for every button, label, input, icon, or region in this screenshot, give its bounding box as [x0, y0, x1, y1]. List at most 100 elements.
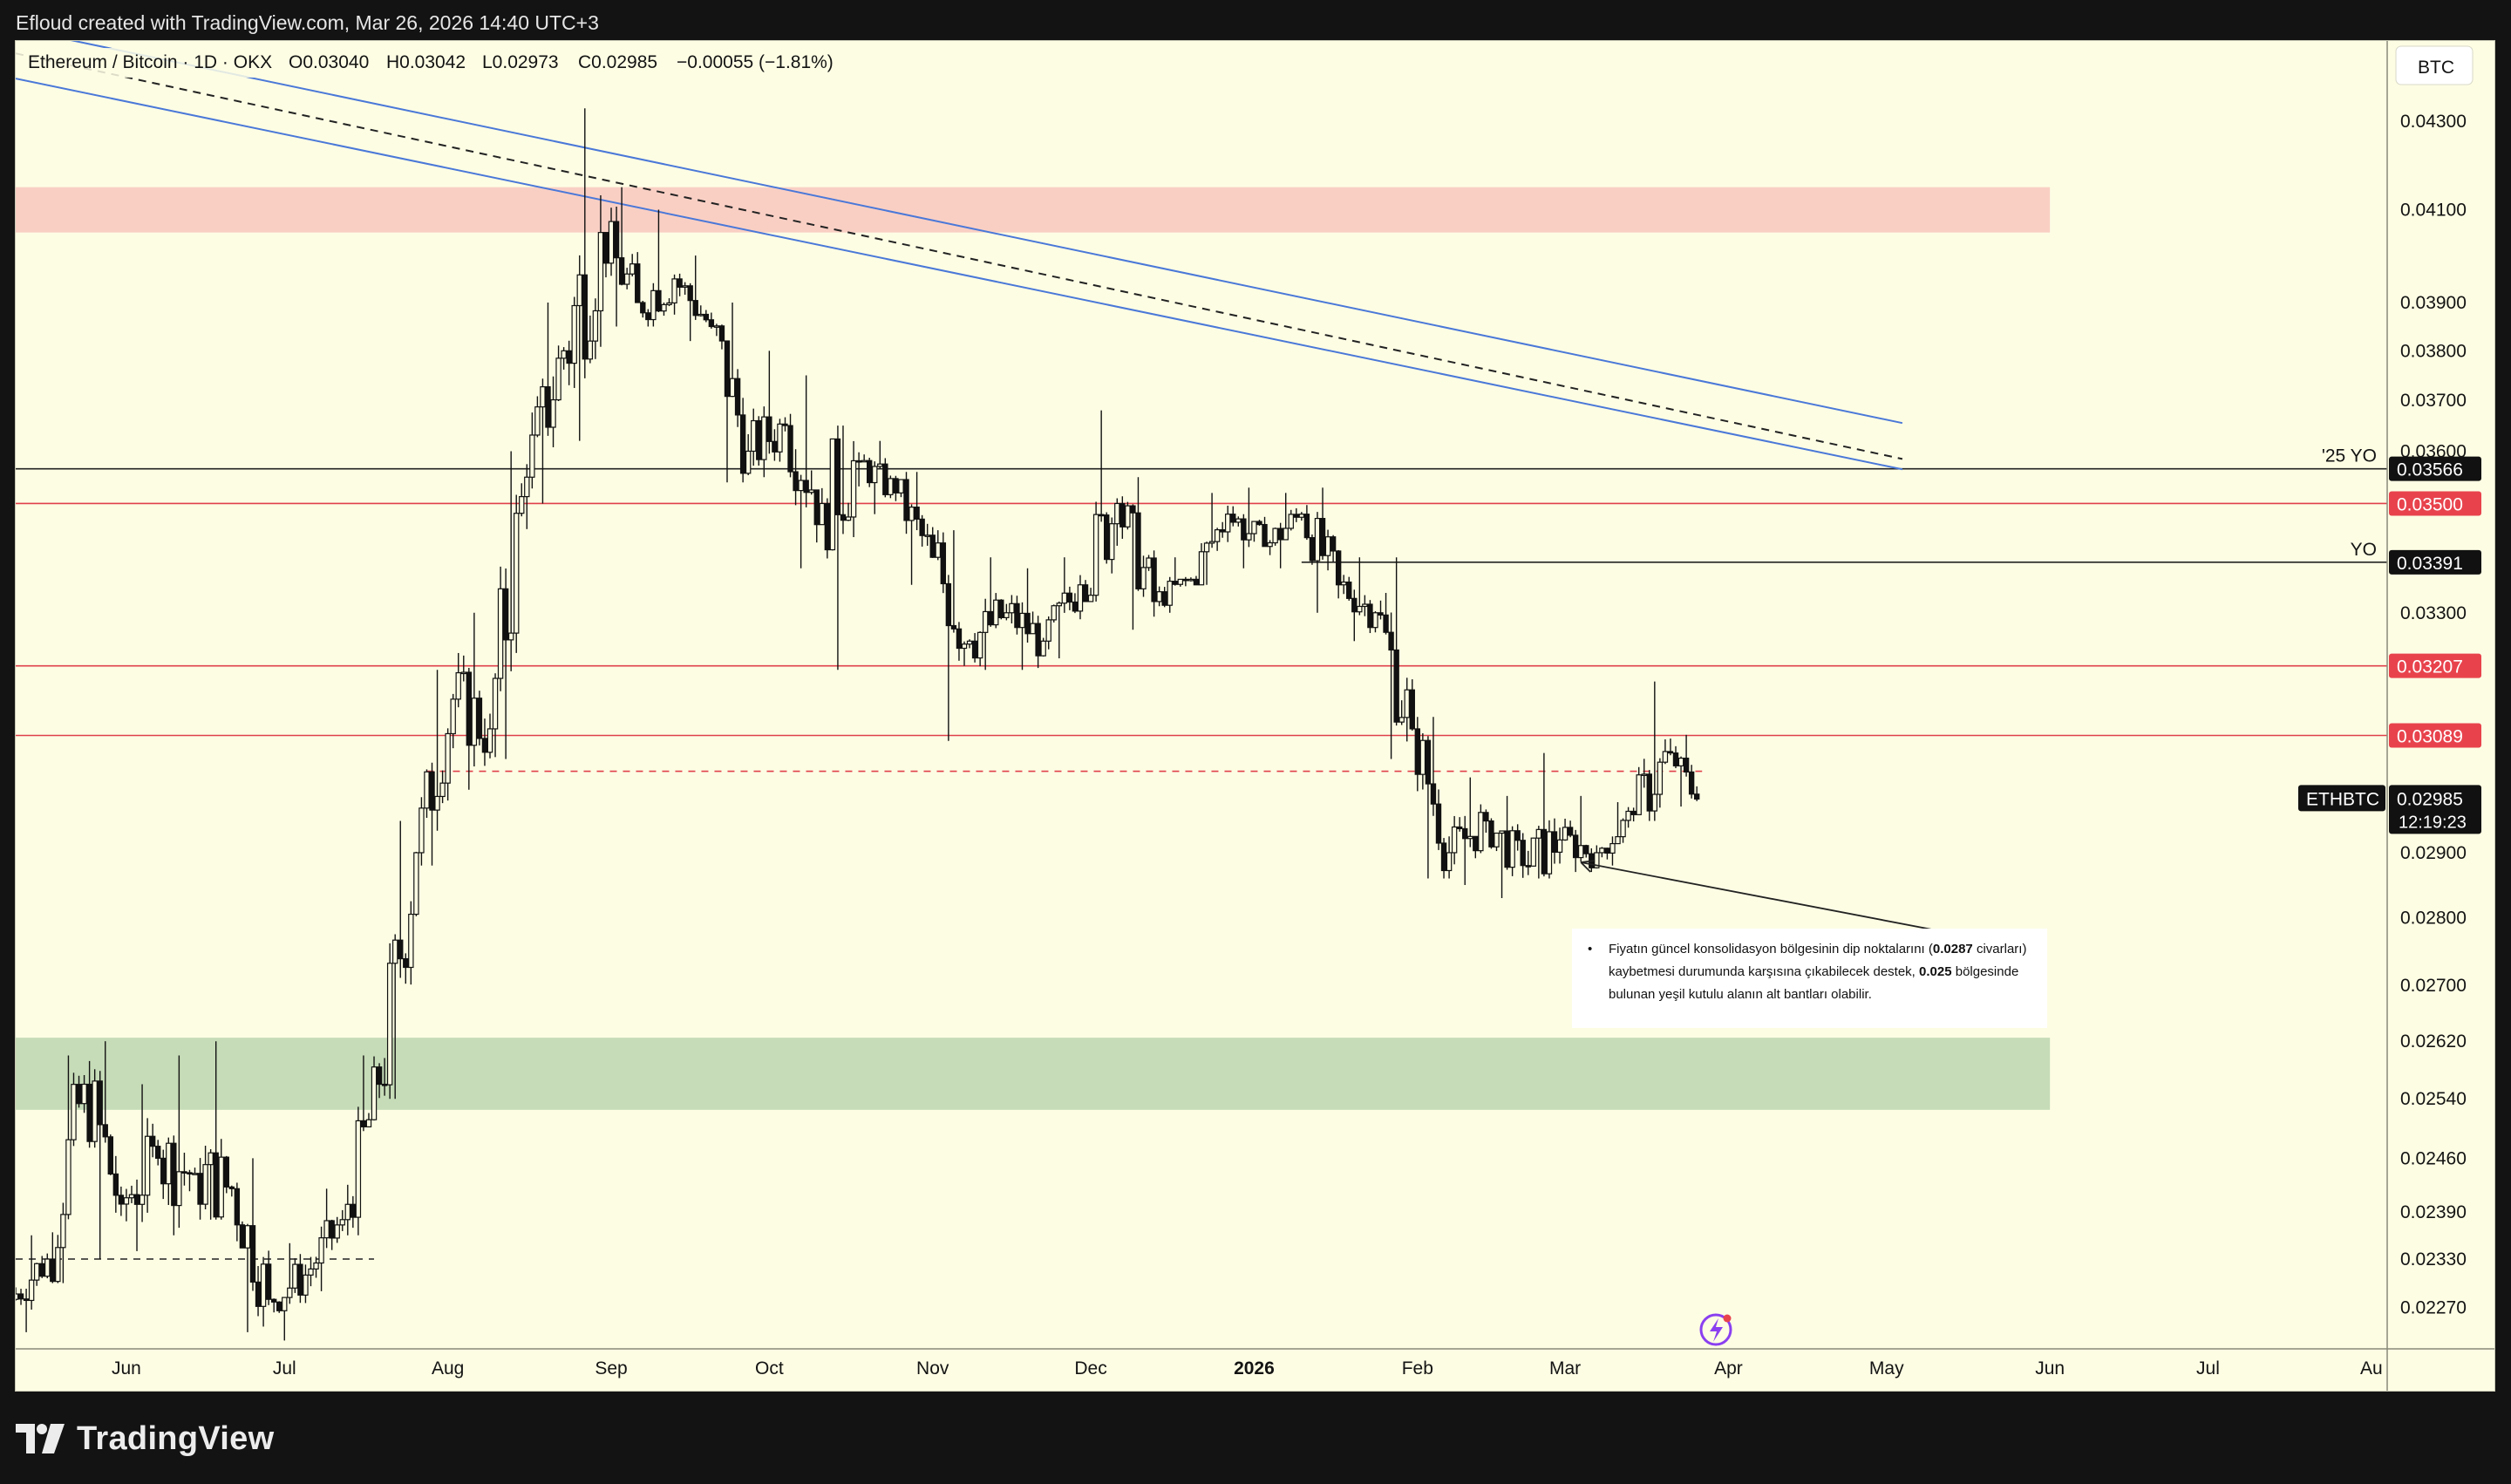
- countdown-label: 12:19:23: [2399, 813, 2467, 832]
- price-badge-0.03391: [2389, 549, 2481, 575]
- x-tick-label: Jul: [2196, 1358, 2220, 1378]
- annotation-line2-post: bölgesinde: [1952, 964, 2019, 979]
- candle-body: [39, 1263, 45, 1277]
- x-tick-label: Mar: [1549, 1358, 1581, 1378]
- candle-body: [592, 310, 599, 342]
- candle-body: [187, 1172, 193, 1175]
- candle-body: [265, 1263, 272, 1300]
- candle-body: [303, 1274, 309, 1296]
- candle-body: [1103, 514, 1110, 561]
- currency-badge[interactable]: [2395, 45, 2474, 85]
- candle-body: [1372, 612, 1378, 629]
- price-scale-panel[interactable]: [2387, 41, 2494, 1391]
- candle-body: [1219, 529, 1226, 533]
- caption-text: Efloud created with TradingView.com, Mar…: [16, 11, 599, 34]
- candle-body: [555, 357, 561, 401]
- chart-panel[interactable]: '25 YO YO • Fiyatın güncel konsolidasyon …: [15, 40, 2495, 1392]
- candle-body: [813, 489, 820, 526]
- candle-body: [777, 423, 783, 453]
- legend-symbol: Ethereum / Bitcoin · 1D · OKX: [28, 52, 272, 72]
- x-tick-label: 2026: [1234, 1358, 1275, 1378]
- candle-body: [971, 640, 978, 659]
- candle-body: [439, 782, 446, 798]
- candle-body: [618, 257, 625, 285]
- legend-open: O0.03040: [289, 52, 369, 72]
- brand-name: TradingView: [77, 1419, 275, 1457]
- candle-body: [476, 698, 483, 739]
- candle-body: [729, 378, 736, 398]
- candle-body: [998, 599, 1004, 618]
- candle-body: [287, 1287, 293, 1298]
- candle-body: [582, 274, 589, 360]
- candle-body: [1393, 649, 1399, 723]
- candle-body: [1198, 551, 1205, 586]
- candle-body: [255, 1281, 262, 1307]
- candle-body: [919, 518, 925, 536]
- candle-body: [1662, 751, 1669, 763]
- channel-midline: [16, 52, 1903, 460]
- candle-body: [845, 516, 852, 521]
- candle-body: [1530, 837, 1536, 867]
- candle-body: [529, 434, 535, 478]
- candle-body: [455, 671, 461, 700]
- candle-body: [1019, 612, 1025, 629]
- candle-body: [1383, 614, 1389, 633]
- candle-body: [708, 319, 715, 328]
- candle-body: [893, 478, 899, 494]
- candle-body: [798, 480, 804, 492]
- candle-body: [671, 278, 677, 304]
- candle-body: [602, 232, 609, 264]
- candle-body: [1109, 523, 1115, 561]
- candle-body: [429, 771, 435, 811]
- candle-body: [888, 478, 894, 495]
- candle-body: [1051, 605, 1057, 621]
- candle-body: [597, 232, 604, 312]
- annotation-arrowhead: [1580, 860, 1596, 873]
- currency-label: BTC: [2418, 58, 2454, 78]
- candle-body: [824, 502, 831, 551]
- candle-body: [976, 631, 983, 659]
- candle-body: [566, 350, 572, 364]
- candle-body: [1293, 514, 1299, 518]
- price-chart[interactable]: '25 YO YO • Fiyatın güncel konsolidasyon …: [16, 41, 2494, 1391]
- candle-body: [424, 771, 430, 809]
- candle-body: [1203, 542, 1210, 553]
- candle-body: [55, 1247, 61, 1283]
- candle-body: [1214, 529, 1221, 542]
- candle-body: [1667, 751, 1674, 754]
- candle-body: [460, 671, 466, 675]
- candle-body: [1009, 602, 1015, 614]
- candle-body: [1609, 842, 1616, 854]
- candle-body: [244, 1225, 251, 1249]
- candle-body: [940, 542, 947, 585]
- candle-body: [81, 1083, 87, 1105]
- price-badge-label: 0.03207: [2397, 657, 2463, 677]
- candle-body: [966, 640, 973, 645]
- candle-body: [540, 386, 546, 408]
- candle-body: [102, 1124, 108, 1138]
- legend-change: −0.00055 (−1.81%): [677, 52, 834, 72]
- candle-body: [861, 459, 868, 463]
- candle-body: [545, 386, 551, 428]
- tradingview-brand[interactable]: TradingView: [16, 1413, 274, 1465]
- lightning-icon[interactable]: [1699, 1313, 1732, 1346]
- candle-body: [855, 459, 862, 463]
- candle-body: [1462, 827, 1468, 840]
- candle-body: [1535, 828, 1542, 839]
- candle-body: [1657, 761, 1664, 795]
- candle-body: [487, 728, 493, 753]
- candle-body: [1241, 518, 1247, 541]
- candle-body: [587, 340, 594, 360]
- legend-close: C0.02985: [578, 52, 657, 72]
- candle-body: [1683, 757, 1690, 773]
- candle-body: [1693, 793, 1700, 800]
- candle-body: [1572, 834, 1579, 859]
- candle-body: [418, 807, 425, 854]
- candle-body: [492, 677, 499, 730]
- candle-body: [144, 1135, 151, 1196]
- price-badge-0.03207: [2389, 653, 2481, 678]
- candle-body: [666, 302, 672, 305]
- symbol-badge: [2298, 785, 2385, 812]
- candle-body: [107, 1136, 113, 1175]
- candle-body: [1272, 528, 1278, 544]
